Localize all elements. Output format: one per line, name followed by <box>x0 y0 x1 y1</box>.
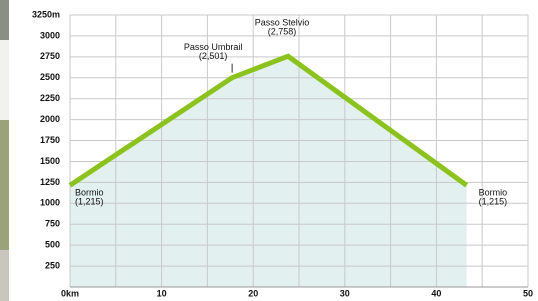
chart: 250 500 750 1000 1250 1500 1750 2000 2250 2500 275… <box>0 0 538 301</box>
y-tick-label: 2000 <box>40 114 60 124</box>
x-tick-label: 50 <box>523 288 533 298</box>
y-tick-label: 1500 <box>40 156 60 166</box>
profile-area <box>70 56 467 287</box>
y-tick-label: 1750 <box>40 135 60 145</box>
x-tick-label: 10 <box>157 288 167 298</box>
y-tick-label: 750 <box>45 219 60 229</box>
y-tick-label: 3000 <box>40 30 60 40</box>
x-tick-label: 20 <box>248 288 258 298</box>
photo-strip <box>0 120 9 250</box>
x-tick-label: 0km <box>61 288 79 298</box>
photo-strip <box>0 250 9 301</box>
y-tick-label: 2750 <box>40 51 60 61</box>
x-tick-label: 40 <box>431 288 441 298</box>
y-tick-label: 2250 <box>40 93 60 103</box>
x-tick-label: 30 <box>340 288 350 298</box>
photo-strip <box>0 0 9 40</box>
y-tick-label: 500 <box>45 240 60 250</box>
y-tick-label: 1000 <box>40 198 60 208</box>
value-label: (2,501) <box>199 51 228 61</box>
y-tick-label: 1250 <box>40 177 60 187</box>
photo-strip <box>0 40 9 120</box>
y-tick-label: 2500 <box>40 72 60 82</box>
plot-area: 250 500 750 1000 1250 1500 1750 2000 2250 2500 275… <box>32 9 533 298</box>
value-label: (1,215) <box>479 197 508 207</box>
value-label: (2,758) <box>268 27 297 37</box>
y-tick-label: 3250m <box>32 9 60 19</box>
y-tick-label: 250 <box>45 260 60 270</box>
value-label: (1,215) <box>75 197 104 207</box>
